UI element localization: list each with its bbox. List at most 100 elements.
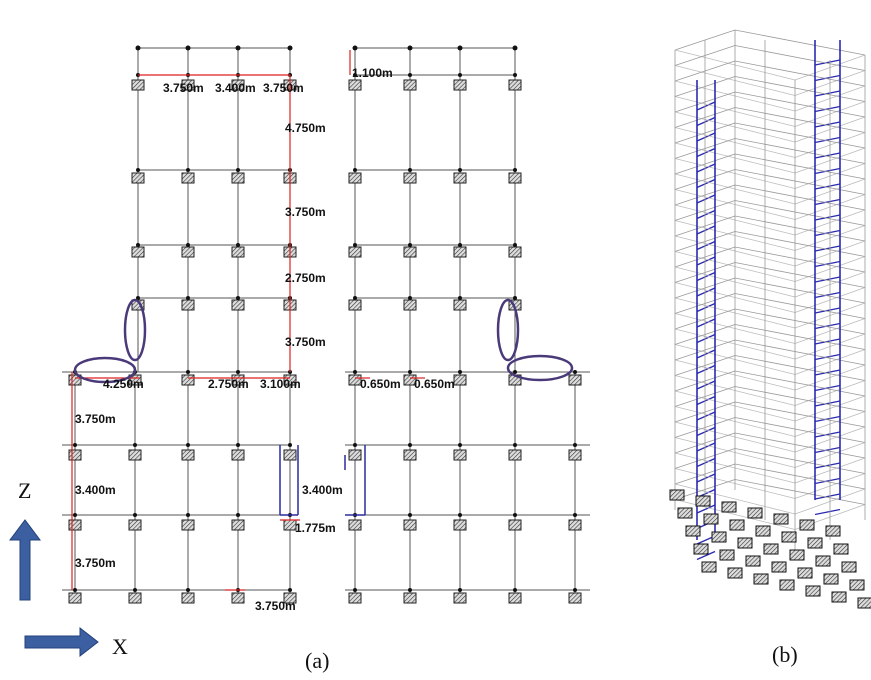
tower-line [815, 339, 840, 344]
node [573, 588, 577, 592]
node [513, 46, 518, 51]
support [509, 80, 521, 90]
tower-line [735, 294, 865, 319]
support [806, 586, 820, 596]
tower-line [735, 356, 865, 381]
tower-line [735, 46, 865, 71]
node [573, 443, 577, 447]
dimension-label: 3.400m [215, 81, 256, 95]
node [408, 168, 412, 172]
node [186, 370, 190, 374]
support [404, 593, 416, 603]
node [236, 296, 240, 300]
dimension-label: 4.250m [103, 377, 144, 391]
support [404, 247, 416, 257]
node [288, 46, 293, 51]
tower-line [815, 370, 840, 375]
tower-line [735, 108, 865, 133]
tower-line [735, 309, 865, 334]
plan-frame: 3.750m3.400m3.750m1.100m4.750m3.750m2.75… [62, 46, 590, 614]
node [133, 443, 137, 447]
node [408, 443, 412, 447]
support [284, 450, 296, 460]
support [132, 173, 144, 183]
node [186, 296, 190, 300]
tower-line [815, 401, 840, 406]
support [232, 300, 244, 310]
tower-line [735, 464, 865, 489]
node [408, 370, 412, 374]
support [182, 593, 194, 603]
tower-line [815, 308, 840, 313]
node [136, 46, 141, 51]
support [454, 593, 466, 603]
tower-line [815, 417, 840, 422]
node [458, 296, 462, 300]
dimension-label: 3.400m [302, 483, 343, 497]
tower-line [815, 448, 840, 453]
support [696, 496, 710, 506]
tower-line [815, 510, 840, 515]
tower-line [735, 77, 865, 102]
z-arrow [10, 520, 40, 600]
support [232, 247, 244, 257]
support [782, 532, 796, 542]
support [349, 173, 361, 183]
tower-line [815, 153, 840, 158]
node [288, 588, 292, 592]
tower-line [735, 216, 865, 241]
dimension-label: 3.750m [263, 81, 304, 95]
tower-line [735, 278, 865, 303]
support [404, 520, 416, 530]
dimension-label: 3.750m [255, 599, 296, 613]
support [182, 450, 194, 460]
support [454, 300, 466, 310]
dimension-label: 0.650m [360, 377, 401, 391]
support [808, 538, 822, 548]
node [236, 243, 240, 247]
node [573, 370, 577, 374]
caption-b: (b) [772, 642, 798, 667]
node [73, 513, 77, 517]
node [73, 443, 77, 447]
support [858, 598, 871, 608]
support [129, 450, 141, 460]
node [458, 46, 463, 51]
support [722, 502, 736, 512]
node [236, 46, 241, 51]
support [129, 520, 141, 530]
node [408, 513, 412, 517]
tower-line [815, 432, 840, 437]
node [136, 243, 140, 247]
dimension-label: 4.750m [285, 121, 326, 135]
node [186, 46, 191, 51]
support [349, 300, 361, 310]
support [832, 592, 846, 602]
support [349, 450, 361, 460]
support [182, 520, 194, 530]
support [404, 450, 416, 460]
support [826, 526, 840, 536]
support [834, 544, 848, 554]
support [454, 173, 466, 183]
support [686, 526, 700, 536]
support [182, 247, 194, 257]
node [236, 168, 240, 172]
node [186, 443, 190, 447]
tower-line [815, 169, 840, 174]
support [132, 80, 144, 90]
node [288, 443, 292, 447]
dimension-label: 3.400m [75, 483, 116, 497]
node [133, 588, 137, 592]
tower-line [735, 371, 865, 396]
tower-line [735, 433, 865, 458]
dimension-label: 1.775m [295, 521, 336, 535]
node [513, 296, 517, 300]
support [454, 375, 466, 385]
support [702, 562, 716, 572]
node [513, 443, 517, 447]
tower-line [735, 61, 865, 86]
node [353, 243, 357, 247]
support [842, 562, 856, 572]
node [458, 168, 462, 172]
